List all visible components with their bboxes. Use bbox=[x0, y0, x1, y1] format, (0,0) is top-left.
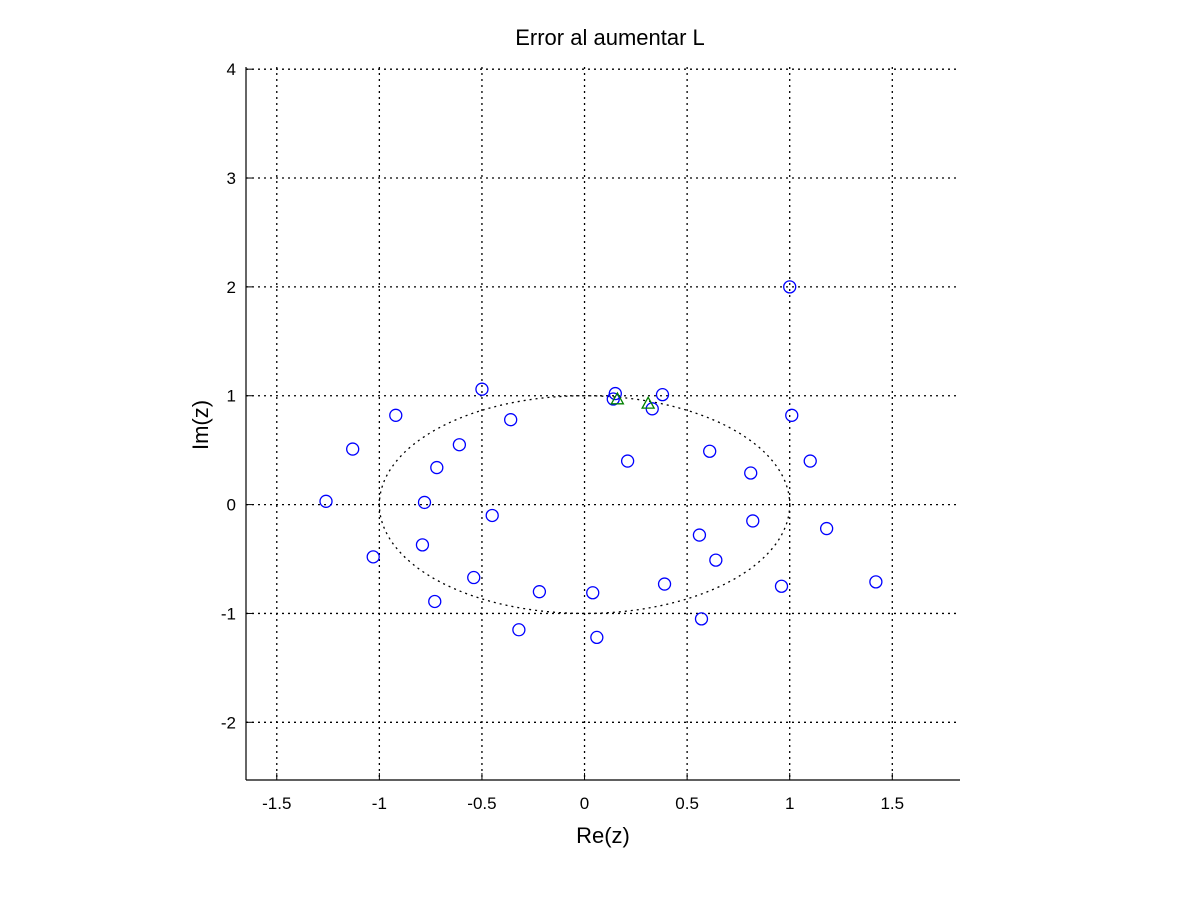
circle-marker bbox=[803, 454, 817, 468]
y-tick-label: -1 bbox=[221, 604, 236, 623]
circle-marker bbox=[774, 579, 789, 593]
circle-marker bbox=[620, 454, 635, 468]
y-tick-label: 0 bbox=[227, 496, 236, 515]
data-points bbox=[319, 280, 883, 645]
circle-marker bbox=[606, 392, 620, 406]
circle-marker bbox=[785, 408, 799, 422]
y-tick-label: 4 bbox=[227, 60, 236, 79]
circle-marker bbox=[452, 438, 467, 452]
x-tick-labels: -1.5 -1 -0.5 0 0.5 1 1.5 bbox=[262, 794, 904, 813]
circle-marker bbox=[590, 630, 604, 645]
circle-marker bbox=[657, 577, 672, 591]
circle-marker bbox=[746, 514, 760, 528]
circle-marker bbox=[428, 594, 442, 609]
circle-marker bbox=[692, 528, 707, 542]
circle-marker bbox=[467, 570, 481, 585]
circle-marker bbox=[869, 575, 883, 589]
circle-marker bbox=[783, 280, 797, 294]
unit-circle-layer bbox=[378, 395, 791, 615]
x-tick-label: 1.5 bbox=[880, 794, 904, 813]
circle-marker bbox=[504, 413, 518, 427]
y-tick-label: -2 bbox=[221, 713, 236, 732]
y-tick-labels: -2 -1 0 1 2 3 4 bbox=[221, 60, 236, 732]
y-tick-label: 3 bbox=[227, 169, 236, 188]
circle-marker bbox=[608, 386, 622, 401]
y-tick-label: 2 bbox=[227, 278, 236, 297]
unit-circle bbox=[378, 395, 791, 615]
y-tick-label: 1 bbox=[227, 387, 236, 406]
circle-marker bbox=[415, 538, 430, 552]
x-tick-label: -0.5 bbox=[467, 794, 496, 813]
circle-marker bbox=[744, 466, 758, 480]
triangle-marker bbox=[610, 391, 625, 405]
x-axis-label: Re(z) bbox=[576, 823, 630, 848]
circle-marker bbox=[655, 388, 670, 402]
x-tick-label: 0.5 bbox=[675, 794, 699, 813]
x-tick-label: 0 bbox=[580, 794, 589, 813]
grid-lines bbox=[246, 67, 960, 780]
circle-marker bbox=[319, 494, 333, 508]
circle-marker bbox=[417, 495, 432, 510]
circle-marker bbox=[475, 382, 489, 396]
circle-marker bbox=[389, 408, 403, 422]
x-tick-label: -1 bbox=[372, 794, 387, 813]
circle-marker bbox=[586, 586, 600, 600]
circle-marker bbox=[694, 612, 709, 626]
chart-title: Error al aumentar L bbox=[515, 25, 705, 50]
circle-marker bbox=[346, 442, 360, 456]
y-axis-label: Im(z) bbox=[188, 400, 213, 450]
axes-frame bbox=[245, 67, 960, 781]
circle-marker bbox=[512, 623, 526, 637]
circle-marker bbox=[703, 444, 717, 458]
circle-marker bbox=[366, 550, 380, 564]
circle-marker bbox=[430, 460, 444, 475]
x-tick-label: 1 bbox=[785, 794, 794, 813]
circle-marker bbox=[819, 521, 834, 536]
triangle-marker bbox=[641, 396, 656, 409]
circle-marker bbox=[532, 585, 547, 599]
circle-marker bbox=[485, 508, 499, 523]
x-tick-label: -1.5 bbox=[262, 794, 291, 813]
circle-marker bbox=[709, 553, 723, 567]
